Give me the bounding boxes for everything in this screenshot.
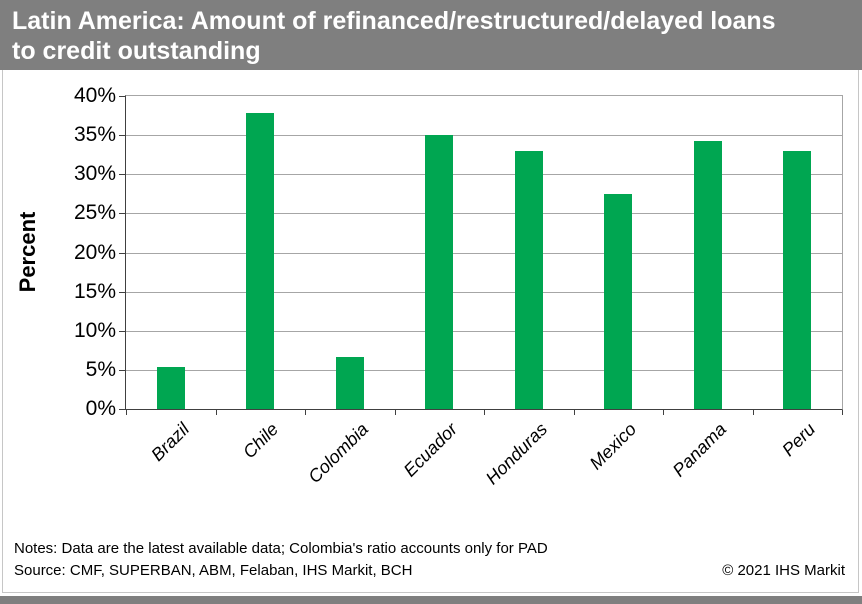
chart-title-line-1: Latin America: Amount of refinanced/rest… bbox=[12, 7, 776, 35]
y-tick-label-0: 0% bbox=[85, 397, 116, 420]
x-tick-1 bbox=[216, 410, 217, 415]
gridline-30 bbox=[126, 174, 842, 175]
bar-honduras bbox=[515, 151, 543, 409]
footer-source: Source: CMF, SUPERBAN, ABM, Felaban, IHS… bbox=[14, 562, 413, 579]
x-tick-4 bbox=[484, 410, 485, 415]
x-tick-7 bbox=[753, 410, 754, 415]
y-tick-label-20: 20% bbox=[73, 241, 116, 264]
bottom-accent-bar bbox=[0, 596, 862, 604]
gridline-35 bbox=[126, 135, 842, 136]
y-tick-label-10: 10% bbox=[73, 319, 116, 342]
y-tick-label-30: 30% bbox=[73, 162, 116, 185]
bar-peru bbox=[783, 151, 811, 409]
y-tick-0 bbox=[119, 409, 126, 410]
bar-ecuador bbox=[425, 135, 453, 409]
x-tick-3 bbox=[395, 410, 396, 415]
y-tick-label-15: 15% bbox=[73, 280, 116, 303]
x-tick-2 bbox=[305, 410, 306, 415]
y-tick-40 bbox=[119, 96, 126, 97]
y-tick-25 bbox=[119, 213, 126, 214]
x-tick-8 bbox=[842, 410, 843, 415]
bar-panama bbox=[694, 141, 722, 409]
x-tick-0 bbox=[126, 410, 127, 415]
plot-area bbox=[125, 95, 843, 410]
gridline-10 bbox=[126, 331, 842, 332]
y-tick-label-35: 35% bbox=[73, 123, 116, 146]
bar-chile bbox=[246, 113, 274, 409]
x-tick-6 bbox=[663, 410, 664, 415]
y-axis-title: Percent bbox=[15, 211, 40, 293]
x-tick-5 bbox=[574, 410, 575, 415]
y-tick-label-25: 25% bbox=[73, 201, 116, 224]
gridline-20 bbox=[126, 253, 842, 254]
y-tick-10 bbox=[119, 331, 126, 332]
y-tick-35 bbox=[119, 135, 126, 136]
gridline-5 bbox=[126, 370, 842, 371]
gridline-25 bbox=[126, 213, 842, 214]
bar-mexico bbox=[604, 194, 632, 409]
bar-brazil bbox=[157, 367, 185, 409]
footer-copyright: © 2021 IHS Markit bbox=[722, 562, 845, 579]
y-tick-5 bbox=[119, 370, 126, 371]
y-tick-label-5: 5% bbox=[85, 358, 116, 381]
chart-header: Latin America: Amount of refinanced/rest… bbox=[0, 0, 862, 70]
footer-notes: Notes: Data are the latest available dat… bbox=[14, 540, 548, 557]
y-tick-label-40: 40% bbox=[73, 84, 116, 107]
chart-title-line-2: to credit outstanding bbox=[12, 37, 261, 65]
gridline-15 bbox=[126, 292, 842, 293]
y-tick-20 bbox=[119, 253, 126, 254]
bar-colombia bbox=[336, 357, 364, 409]
y-tick-30 bbox=[119, 174, 126, 175]
y-tick-15 bbox=[119, 292, 126, 293]
